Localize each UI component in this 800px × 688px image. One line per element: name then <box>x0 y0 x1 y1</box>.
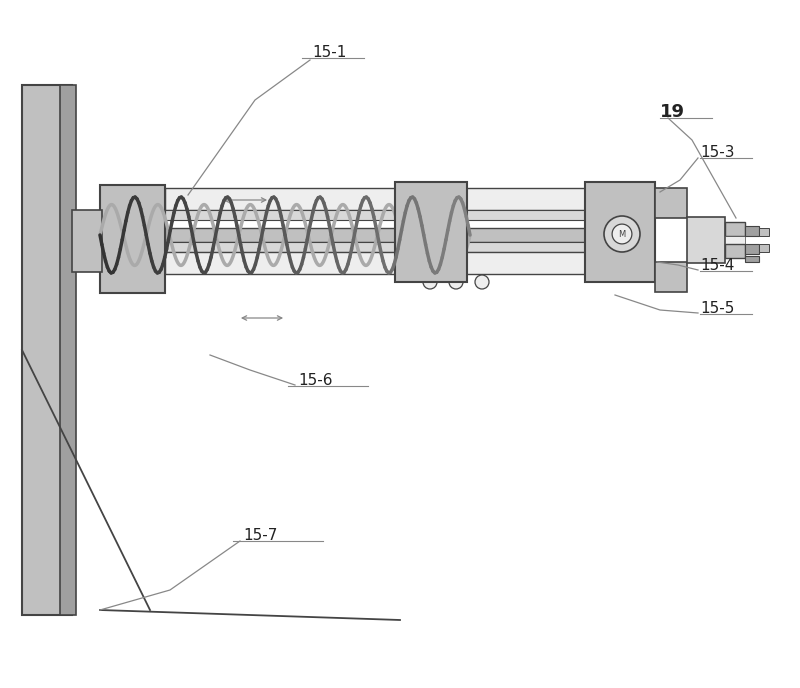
Circle shape <box>423 275 437 289</box>
Bar <box>165 228 615 242</box>
Bar <box>745 256 759 262</box>
Circle shape <box>475 275 489 289</box>
Bar <box>725 244 745 258</box>
Text: 15-6: 15-6 <box>298 372 333 387</box>
Bar <box>165 210 615 220</box>
Bar <box>72 210 102 272</box>
Bar <box>165 252 615 274</box>
Text: 15-5: 15-5 <box>700 301 734 316</box>
Bar <box>100 185 165 293</box>
Text: 15-4: 15-4 <box>700 257 734 272</box>
Text: 15-3: 15-3 <box>700 144 734 160</box>
Text: M: M <box>618 230 626 239</box>
Circle shape <box>604 216 640 252</box>
Circle shape <box>612 224 632 244</box>
Text: 15-1: 15-1 <box>312 45 346 59</box>
Bar <box>22 85 72 615</box>
Bar <box>655 188 687 218</box>
Bar <box>585 182 655 282</box>
Bar <box>725 222 745 236</box>
Circle shape <box>449 275 463 289</box>
Bar <box>165 242 615 252</box>
Bar <box>687 217 725 263</box>
Bar <box>759 244 769 252</box>
Bar <box>759 228 769 236</box>
Text: 19: 19 <box>660 103 685 121</box>
Bar <box>745 226 759 236</box>
Bar <box>655 262 687 292</box>
Bar <box>60 85 76 615</box>
Bar <box>745 244 759 254</box>
Bar <box>395 182 467 282</box>
Bar <box>165 188 615 210</box>
Bar <box>725 236 745 244</box>
Text: 15-7: 15-7 <box>243 528 278 543</box>
